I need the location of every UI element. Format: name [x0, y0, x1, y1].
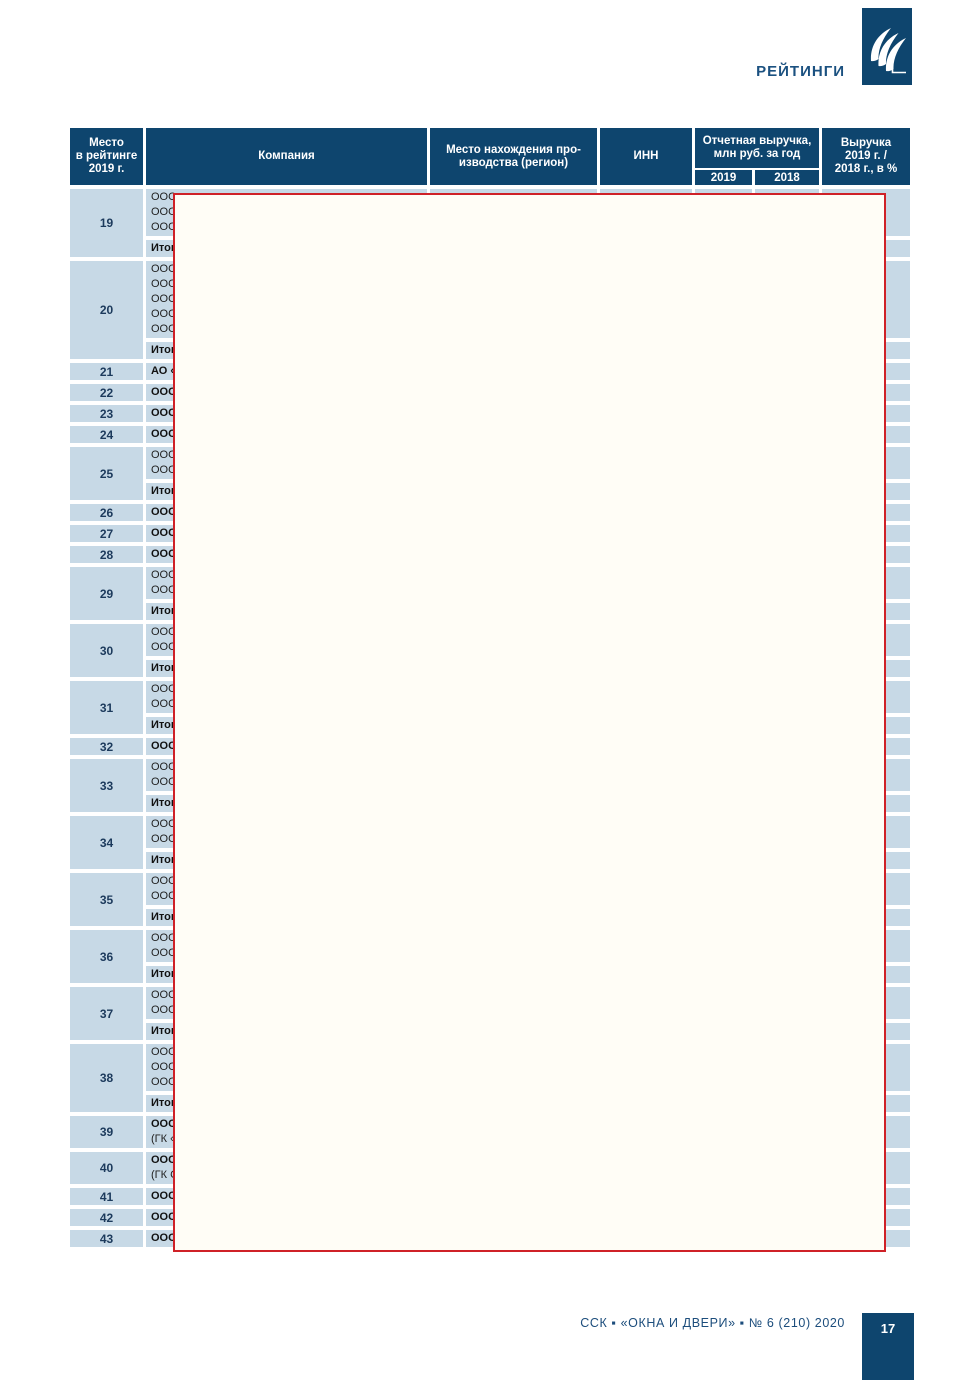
rank-cell: 32: [70, 738, 143, 755]
rank-cell: 38: [70, 1044, 143, 1112]
company-name-fragment: ООО: [151, 1154, 177, 1166]
company-name-fragment: АО «: [151, 365, 177, 377]
company-name-fragment: ООО: [151, 428, 177, 440]
company-name-fragment: ООО: [151, 761, 177, 773]
rank-cell: 26: [70, 504, 143, 521]
header-company: Компания: [146, 128, 427, 185]
company-total-label: Итог: [151, 854, 176, 866]
company-total-label: Итог: [151, 797, 176, 809]
header-rank: Место в рейтинге 2019 г.: [70, 128, 143, 185]
company-name-fragment: ООО: [151, 569, 177, 581]
company-total-label: Итог: [151, 719, 176, 731]
rank-cell: 43: [70, 1230, 143, 1247]
rank-cell: 42: [70, 1209, 143, 1226]
company-name-fragment: ООО: [151, 263, 177, 275]
rank-cell: 31: [70, 681, 143, 734]
rank-cell: 40: [70, 1152, 143, 1184]
company-name-fragment: ООО: [151, 506, 177, 518]
rank-cell: 29: [70, 567, 143, 620]
company-total-label: Итог: [151, 242, 176, 254]
rank-cell: 27: [70, 525, 143, 542]
company-name-fragment: ООО: [151, 221, 177, 233]
company-name-fragment: (ГК «: [151, 1133, 177, 1145]
company-name-fragment: ООО: [151, 308, 177, 320]
company-name-fragment: ООО: [151, 890, 177, 902]
company-name-fragment: ООО: [151, 527, 177, 539]
company-name-fragment: ООО: [151, 206, 177, 218]
company-name-fragment: ООО: [151, 1004, 177, 1016]
company-name-fragment: ООО: [151, 641, 177, 653]
company-name-fragment: ООО: [151, 386, 177, 398]
company-name-fragment: ООО: [151, 683, 177, 695]
company-total-label: Итог: [151, 485, 176, 497]
company-name-fragment: ООО: [151, 818, 177, 830]
company-name-fragment: ООО: [151, 1076, 177, 1088]
company-name-fragment: ООО: [151, 464, 177, 476]
rank-cell: 33: [70, 759, 143, 812]
publisher-logo: [862, 8, 912, 85]
rank-cell: 19: [70, 189, 143, 257]
header-inn: ИНН: [600, 128, 692, 185]
rank-cell: 28: [70, 546, 143, 563]
company-name-fragment: ООО: [151, 740, 177, 752]
rank-cell: 20: [70, 261, 143, 359]
rank-cell: 37: [70, 987, 143, 1040]
rank-cell: 22: [70, 384, 143, 401]
company-name-fragment: ООО: [151, 1190, 177, 1202]
rank-cell: 23: [70, 405, 143, 422]
section-title: РЕЙТИНГИ: [756, 63, 845, 80]
company-total-label: Итог: [151, 662, 176, 674]
rank-cell: 21: [70, 363, 143, 380]
header-revenue-group: Отчетная выручка, млн руб. за год 2019 2…: [695, 128, 819, 185]
company-name-fragment: ООО: [151, 449, 177, 461]
rank-cell: 36: [70, 930, 143, 983]
company-name-fragment: ООО: [151, 1211, 177, 1223]
company-name-fragment: ООО: [151, 698, 177, 710]
company-name-fragment: ООО: [151, 1061, 177, 1073]
company-name-fragment: (ГК С: [151, 1169, 179, 1181]
rank-cell: 24: [70, 426, 143, 443]
redaction-overlay: [173, 193, 886, 1252]
company-name-fragment: ООО: [151, 989, 177, 1001]
footer-imprint: ССК ▪ «ОКНА И ДВЕРИ» ▪ № 6 (210) 2020: [580, 1316, 845, 1330]
header-revenue-label: Отчетная выручка, млн руб. за год: [695, 128, 819, 168]
company-name-fragment: ООО: [151, 1118, 177, 1130]
rank-cell: 39: [70, 1116, 143, 1148]
publisher-swoosh-icon: [870, 28, 906, 74]
company-total-label: Итог: [151, 911, 176, 923]
company-name-fragment: ООО: [151, 278, 177, 290]
company-name-fragment: ООО: [151, 947, 177, 959]
company-name-fragment: ООО: [151, 191, 177, 203]
table-header-row: Место в рейтинге 2019 г. Компания Место …: [70, 128, 910, 185]
company-name-fragment: ООО: [151, 875, 177, 887]
page-number-badge: 17: [862, 1313, 914, 1380]
company-total-label: Итог: [151, 968, 176, 980]
company-name-fragment: ООО: [151, 1046, 177, 1058]
company-total-label: Итог: [151, 1097, 176, 1109]
rank-cell: 35: [70, 873, 143, 926]
rank-cell: 34: [70, 816, 143, 869]
rank-cell: 25: [70, 447, 143, 500]
company-name-fragment: ООО: [151, 626, 177, 638]
rank-cell: 41: [70, 1188, 143, 1205]
company-name-fragment: ООО: [151, 1232, 177, 1244]
header-revenue-subrow: 2019 2018: [695, 170, 819, 185]
header-year-2019: 2019: [695, 170, 752, 185]
company-name-fragment: ООО: [151, 833, 177, 845]
company-name-fragment: ООО: [151, 323, 177, 335]
company-name-fragment: ООО: [151, 776, 177, 788]
company-name-fragment: ООО: [151, 584, 177, 596]
company-name-fragment: ООО: [151, 407, 177, 419]
header-region: Место нахождения про- изводства (регион): [430, 128, 597, 185]
company-total-label: Итог: [151, 605, 176, 617]
company-total-label: Итог: [151, 1025, 176, 1037]
rank-cell: 30: [70, 624, 143, 677]
company-total-label: Итог: [151, 344, 176, 356]
company-name-fragment: ООО: [151, 932, 177, 944]
header-growth: Выручка 2019 г. / 2018 г., в %: [822, 128, 910, 185]
company-name-fragment: ООО: [151, 293, 177, 305]
company-name-fragment: ООО: [151, 548, 177, 560]
header-year-2018: 2018: [755, 170, 819, 185]
